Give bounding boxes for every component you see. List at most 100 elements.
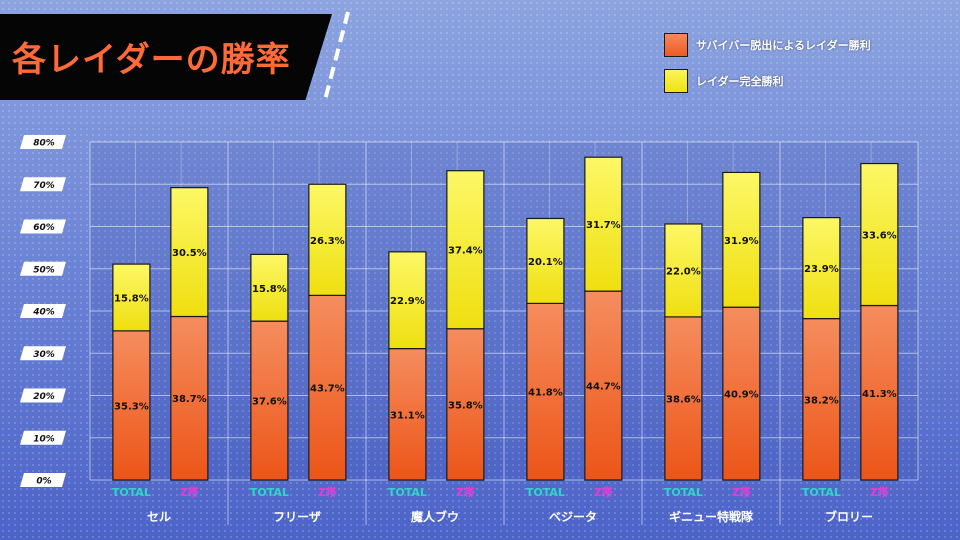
y-tick-label: 10% bbox=[33, 434, 55, 444]
bar-segment-complete bbox=[308, 183, 347, 296]
legend: サバイバー脱出によるレイダー勝利 レイダー完全勝利 bbox=[664, 32, 871, 104]
y-tick-label: 0% bbox=[36, 477, 51, 487]
bar-sub-label: TOTAL bbox=[112, 486, 151, 499]
y-tick-tag bbox=[20, 346, 66, 361]
y-tick-tag bbox=[20, 177, 66, 192]
legend-label-survivor: サバイバー脱出によるレイダー勝利 bbox=[696, 39, 871, 52]
gridlines bbox=[89, 141, 919, 525]
bar-sub-label: Z帯 bbox=[732, 485, 751, 499]
y-tick: 10% bbox=[20, 430, 66, 445]
bar-sub-label: Z帯 bbox=[870, 485, 889, 499]
legend-label-complete: レイダー完全勝利 bbox=[696, 75, 784, 88]
value-label-survivor: 43.7% bbox=[310, 384, 345, 395]
value-label-complete: 31.9% bbox=[724, 236, 759, 247]
bar-sub-label: Z帯 bbox=[594, 485, 613, 499]
bar-segment-complete bbox=[584, 156, 623, 292]
value-label-survivor: 35.3% bbox=[114, 401, 149, 412]
y-tick-tag bbox=[20, 304, 66, 318]
bar-segment-complete bbox=[388, 251, 427, 350]
bar-segment-survivor bbox=[308, 294, 347, 481]
y-tick: 20% bbox=[20, 388, 66, 403]
legend-item-survivor: サバイバー脱出によるレイダー勝利 bbox=[664, 32, 871, 58]
value-label-complete: 20.1% bbox=[528, 257, 563, 268]
y-tick: 30% bbox=[20, 346, 66, 361]
bar-segment-complete bbox=[664, 223, 703, 318]
y-tick: 0% bbox=[20, 473, 66, 487]
bar-segment-complete bbox=[446, 170, 485, 330]
value-label-survivor: 38.7% bbox=[172, 394, 207, 405]
bar-sub-label: Z帯 bbox=[318, 485, 337, 499]
value-label-complete: 30.5% bbox=[172, 248, 207, 259]
y-axis-ticks: 0% 10% 20% 30% 40% 50% 60% 70% 80% bbox=[20, 135, 66, 487]
value-label-survivor: 41.8% bbox=[528, 388, 563, 399]
y-tick-label: 30% bbox=[33, 350, 55, 360]
category-label: ギニュー特戦隊 bbox=[669, 509, 754, 524]
value-label-complete: 15.8% bbox=[252, 284, 287, 295]
y-tick-tag bbox=[20, 430, 66, 445]
value-label-complete: 15.8% bbox=[114, 293, 149, 304]
bar-segment-complete bbox=[250, 253, 289, 322]
bar-segment-complete bbox=[860, 162, 899, 307]
legend-swatch-survivor bbox=[664, 33, 688, 57]
y-tick-label: 20% bbox=[33, 392, 55, 402]
value-label-complete: 31.7% bbox=[586, 220, 621, 231]
bar-sub-label: TOTAL bbox=[526, 486, 565, 499]
y-tick-tag bbox=[20, 219, 66, 234]
bar-sub-label: TOTAL bbox=[388, 486, 427, 499]
bar-segment-survivor bbox=[860, 304, 899, 481]
bar-segment-complete bbox=[170, 187, 209, 318]
y-tick-label: 50% bbox=[33, 265, 55, 275]
value-label-complete: 22.9% bbox=[390, 296, 425, 307]
bar-sub-label: TOTAL bbox=[250, 486, 289, 499]
value-label-survivor: 37.6% bbox=[252, 397, 287, 408]
value-label-complete: 26.3% bbox=[310, 236, 345, 247]
value-label-survivor: 35.8% bbox=[448, 400, 483, 411]
bars bbox=[112, 156, 899, 481]
category-label: フリーザ bbox=[273, 510, 321, 524]
y-tick-label: 60% bbox=[33, 223, 55, 233]
y-tick: 70% bbox=[20, 177, 66, 192]
bar-sub-label: Z帯 bbox=[180, 485, 199, 499]
y-tick-label: 80% bbox=[33, 139, 55, 149]
y-tick: 50% bbox=[20, 261, 66, 276]
y-tick: 40% bbox=[20, 304, 66, 318]
category-label: セル bbox=[147, 510, 171, 524]
y-tick: 60% bbox=[20, 219, 66, 234]
category-label: ブロリー bbox=[825, 509, 873, 524]
value-label-complete: 37.4% bbox=[448, 246, 483, 257]
value-label-complete: 33.6% bbox=[862, 231, 897, 242]
value-label-survivor: 31.1% bbox=[390, 410, 425, 421]
bar-segment-complete bbox=[802, 217, 841, 320]
bar-sub-label: TOTAL bbox=[664, 486, 703, 499]
title-dash-accent bbox=[322, 11, 350, 105]
y-tick-label: 40% bbox=[32, 308, 55, 318]
bar-segment-survivor bbox=[170, 315, 209, 481]
value-label-survivor: 40.9% bbox=[724, 390, 759, 401]
value-label-survivor: 38.2% bbox=[804, 395, 839, 406]
bar-segment-survivor bbox=[446, 328, 485, 481]
value-label-survivor: 44.7% bbox=[586, 382, 621, 393]
bar-segment-survivor bbox=[112, 330, 151, 481]
page-title: 各レイダーの勝率 bbox=[12, 40, 291, 80]
y-tick-tag bbox=[20, 473, 66, 487]
bar-segment-complete bbox=[526, 217, 565, 304]
value-label-complete: 22.0% bbox=[666, 266, 701, 277]
category-label: 魔人ブウ bbox=[411, 509, 459, 524]
y-tick-tag bbox=[20, 388, 66, 403]
bar-segment-survivor bbox=[388, 348, 427, 481]
legend-swatch-complete bbox=[664, 69, 688, 93]
y-tick-label: 70% bbox=[33, 181, 55, 191]
title-banner bbox=[0, 14, 332, 100]
bar-segment-complete bbox=[112, 263, 151, 332]
value-label-survivor: 38.6% bbox=[666, 394, 701, 405]
category-label: ベジータ bbox=[549, 510, 597, 524]
bar-sub-label: TOTAL bbox=[802, 486, 841, 499]
bar-sub-label: Z帯 bbox=[456, 485, 475, 499]
legend-item-complete: レイダー完全勝利 bbox=[664, 68, 871, 94]
value-label-complete: 23.9% bbox=[804, 264, 839, 275]
y-tick: 80% bbox=[20, 135, 66, 149]
y-tick-tag bbox=[20, 135, 66, 149]
bar-segment-survivor bbox=[584, 290, 623, 481]
